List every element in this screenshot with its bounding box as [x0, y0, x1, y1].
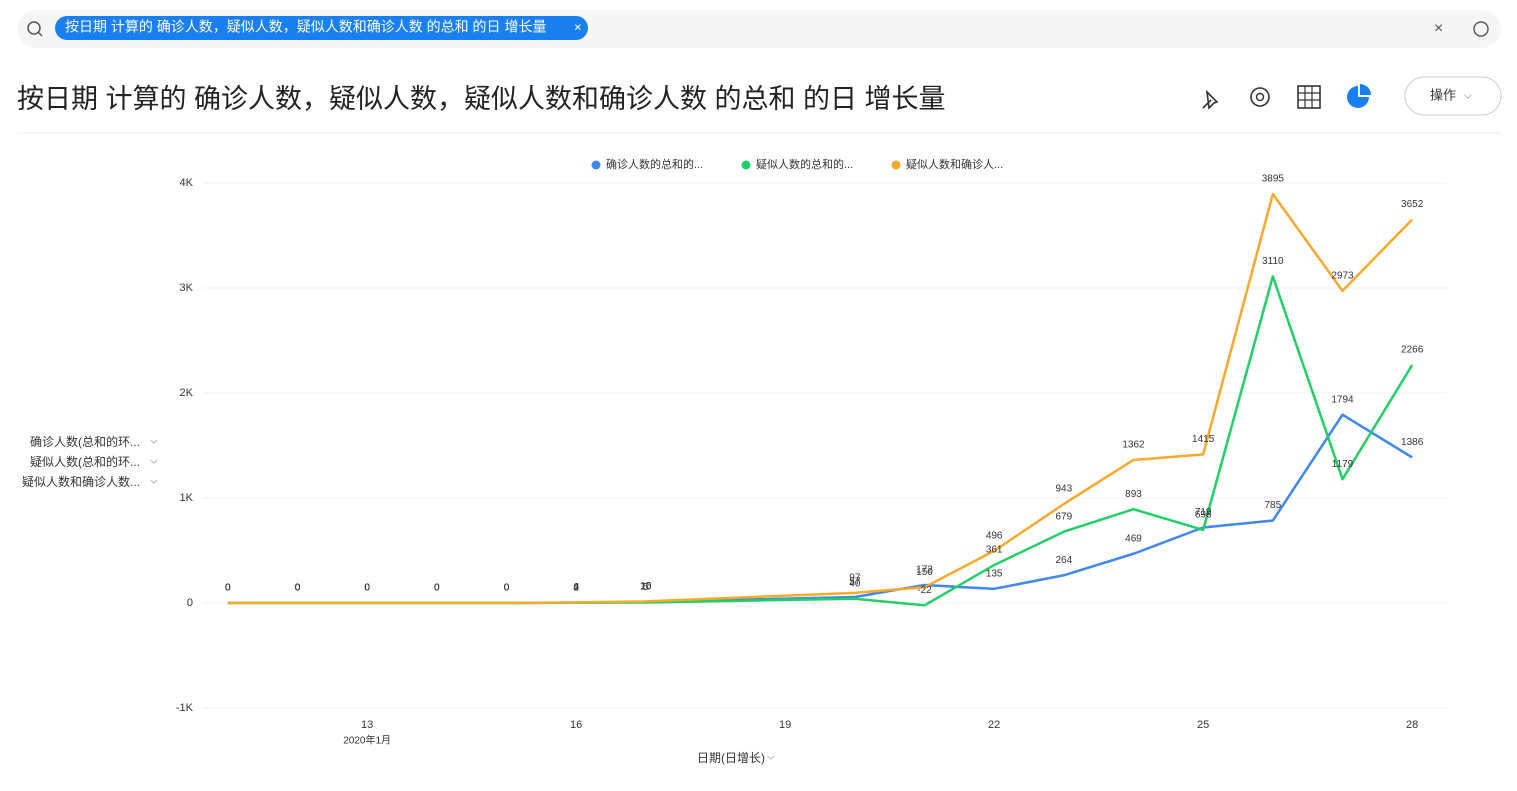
- y-tick-label: 2K: [180, 387, 194, 399]
- x-sublabel: 2020年1月: [343, 734, 391, 747]
- legend-swatch: [741, 160, 751, 170]
- table-icon: [1298, 86, 1320, 108]
- data-label: 0: [295, 583, 301, 594]
- chip-close[interactable]: ×: [574, 19, 582, 34]
- pin-button[interactable]: [1202, 89, 1219, 110]
- action-label: 操作: [1430, 87, 1456, 102]
- data-label: 135: [986, 568, 1003, 579]
- data-label: 361: [986, 545, 1003, 556]
- y-tick-label: 0: [187, 597, 193, 609]
- data-label: 172: [916, 565, 933, 576]
- data-label: 1179: [1332, 459, 1354, 470]
- data-label: 1362: [1122, 440, 1145, 451]
- data-label: 0: [225, 583, 231, 594]
- x-tick-label: 28: [1406, 719, 1418, 731]
- data-label: 0: [225, 583, 231, 594]
- chart-button[interactable]: [1347, 86, 1369, 108]
- data-label: 1415: [1192, 434, 1215, 445]
- data-label: 4: [573, 582, 579, 593]
- data-label: 696: [1195, 510, 1212, 521]
- data-label: 2973: [1331, 270, 1354, 281]
- data-label: 6: [573, 582, 579, 593]
- x-tick-label: 25: [1197, 719, 1209, 731]
- y-tick-label: 3K: [180, 282, 194, 294]
- data-label: 264: [1055, 555, 1072, 566]
- legend-label: 疑似人数的总和的...: [756, 157, 853, 171]
- series-line: [227, 275, 1414, 607]
- data-label: 57: [849, 577, 861, 588]
- x-tick-label: 22: [988, 719, 1000, 731]
- legend-swatch: [591, 160, 601, 170]
- search-icon: [37, 31, 43, 37]
- data-label: 0: [364, 583, 370, 594]
- data-label: 3652: [1401, 199, 1424, 210]
- dropdown-arrow: ⌵: [767, 752, 775, 763]
- data-label: 719: [1195, 507, 1212, 518]
- data-label: 0: [504, 583, 510, 594]
- y-tick-label: 4K: [180, 177, 194, 189]
- query-chip[interactable]: [55, 16, 588, 40]
- y-field[interactable]: 确诊人数(总和的环...: [30, 434, 140, 449]
- data-label: 1386: [1401, 437, 1424, 448]
- data-label: 0: [504, 583, 510, 594]
- legend-label: 确诊人数的总和的...: [606, 157, 703, 171]
- x-tick-label: 13: [361, 719, 373, 731]
- data-label: 785: [1264, 500, 1281, 511]
- data-label: 1794: [1331, 394, 1354, 405]
- dropdown-arrow: ⌵: [150, 476, 158, 487]
- data-label: 0: [295, 583, 301, 594]
- settings-icon: [1255, 92, 1265, 102]
- data-label: 893: [1125, 489, 1142, 500]
- data-label: 97: [849, 572, 861, 583]
- data-label: 0: [364, 583, 370, 594]
- data-label: 0: [434, 583, 440, 594]
- refresh-button[interactable]: [1473, 21, 1489, 37]
- data-label: 3110: [1262, 256, 1284, 267]
- clear-button[interactable]: ×: [1434, 20, 1443, 37]
- x-axis-label[interactable]: 日期(日增长): [697, 751, 765, 765]
- page-title: 按日期 计算的 确诊人数，疑似人数，疑似人数和确诊人数 的总和 的日 增长量: [17, 84, 946, 114]
- search-icon: [27, 21, 41, 35]
- y-tick-label: 1K: [180, 492, 194, 504]
- data-label: 10: [640, 582, 652, 593]
- dropdown-arrow: ⌵: [150, 456, 158, 467]
- data-label: 2266: [1401, 345, 1424, 356]
- data-label: 0: [504, 583, 510, 594]
- data-label: 0: [434, 583, 440, 594]
- data-label: 469: [1125, 533, 1142, 544]
- series-line: [227, 192, 1414, 605]
- x-tick-label: 19: [779, 719, 791, 731]
- y-field[interactable]: 疑似人数和确诊人数...: [22, 474, 140, 489]
- x-tick-label: 16: [570, 719, 582, 731]
- data-label: 0: [295, 583, 301, 594]
- data-label: -22: [917, 585, 932, 596]
- data-label: 0: [364, 583, 370, 594]
- action-button[interactable]: [1404, 76, 1502, 116]
- chart-icon: [1360, 84, 1371, 95]
- data-label: 0: [434, 583, 440, 594]
- data-label: 5: [643, 582, 649, 593]
- data-label: 150: [916, 567, 933, 578]
- data-label: 3895: [1262, 174, 1285, 185]
- table-button[interactable]: [1297, 85, 1321, 109]
- settings-button[interactable]: [1250, 87, 1270, 107]
- chip-text: 按日期 计算的 确诊人数，疑似人数，疑似人数和确诊人数 的总和 的日 增长量: [65, 19, 546, 35]
- data-label: 496: [986, 531, 1003, 542]
- data-label: 0: [225, 583, 231, 594]
- data-label: 679: [1055, 511, 1072, 522]
- legend-swatch: [891, 160, 901, 170]
- data-label: 15: [640, 581, 652, 592]
- data-label: 40: [849, 578, 861, 589]
- dropdown-arrow: ⌵: [150, 436, 158, 447]
- series-line: [227, 413, 1413, 605]
- dropdown-arrow: ⌵: [1464, 91, 1472, 102]
- legend-label: 疑似人数和确诊人...: [906, 157, 1003, 171]
- data-label: 943: [1055, 484, 1072, 495]
- data-label: 2: [573, 582, 579, 593]
- y-field[interactable]: 疑似人数(总和的环...: [30, 454, 140, 469]
- y-tick-label: -1K: [176, 702, 194, 714]
